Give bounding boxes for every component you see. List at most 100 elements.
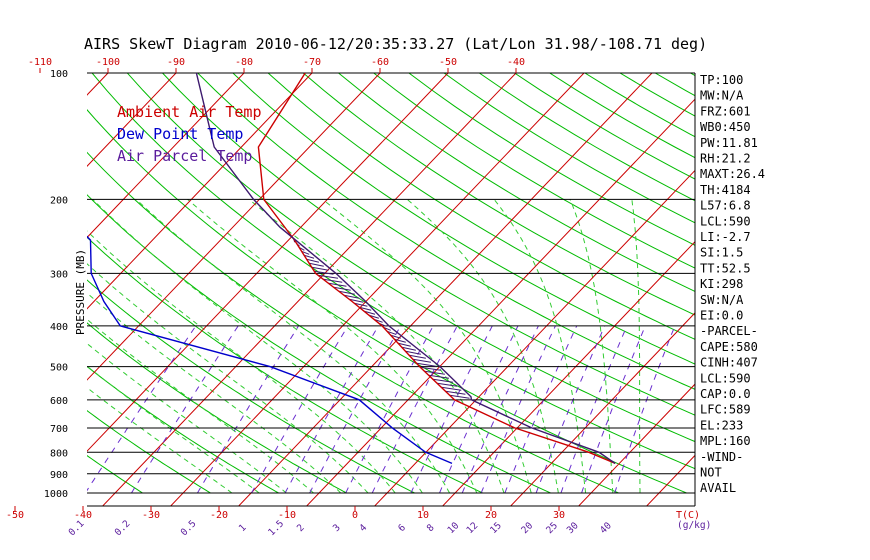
dry-adiabat xyxy=(408,73,695,246)
isotherm xyxy=(169,73,585,506)
isotherm xyxy=(509,312,695,506)
cape-hatch-line xyxy=(317,274,339,279)
cape-hatch-line xyxy=(323,278,343,283)
mixing-ratio-label: 20 xyxy=(519,520,535,536)
mixing-ratio-label: 1.5 xyxy=(266,518,286,538)
isotherm xyxy=(87,73,449,452)
y-axis-label: PRESSURE (MB) xyxy=(74,249,87,335)
dry-adiabat xyxy=(373,73,695,269)
mixing-ratio-line xyxy=(251,325,349,494)
bottom-temp-tick-label: -20 xyxy=(210,510,228,521)
dry-adiabat xyxy=(87,454,143,494)
top-temp-tick-label: -100 xyxy=(96,57,120,68)
cape-hatch-line xyxy=(311,266,329,271)
top-temp-tick-label: -60 xyxy=(371,57,389,68)
dry-adiabat xyxy=(654,73,695,97)
cape-hatch-line xyxy=(338,290,355,295)
dry-adiabat xyxy=(87,194,551,494)
cape-hatch-line xyxy=(349,298,364,303)
stability-index-text: CAPE:580 xyxy=(700,340,758,354)
moist-adiabat xyxy=(322,199,532,494)
mixing-ratio-label: 10 xyxy=(445,520,461,536)
cape-hatch-line xyxy=(428,374,450,379)
stability-index-text: LI:-2.7 xyxy=(700,230,751,244)
dry-adiabat xyxy=(87,410,211,494)
pressure-tick-label: 500 xyxy=(50,363,68,374)
isotherm xyxy=(305,98,695,506)
top-temp-tick-label: -110 xyxy=(28,57,52,68)
stability-index-text: KI:298 xyxy=(700,277,743,291)
cape-hatch-line xyxy=(359,306,372,311)
cape-hatch-line xyxy=(420,366,441,371)
dry-adiabat xyxy=(796,73,870,493)
bottom-axis-unit: T(C) xyxy=(676,510,700,521)
bottom-temp-tick-label: 10 xyxy=(417,510,429,521)
cape-hatch-line xyxy=(301,250,310,255)
mixing-ratio-label: 8 xyxy=(425,522,437,534)
mixing-ratio-label: 4 xyxy=(358,522,370,534)
top-temp-tick-label: -90 xyxy=(167,57,185,68)
cape-hatch-line xyxy=(432,378,454,383)
mixing-ratio-label: 0.2 xyxy=(113,518,133,538)
moist-adiabat xyxy=(406,199,559,494)
mixing-ratio-line xyxy=(560,325,628,494)
dry-adiabat xyxy=(87,109,687,494)
mixing-ratio-line xyxy=(130,325,239,494)
isotherm xyxy=(101,73,517,506)
dry-adiabat xyxy=(87,322,347,494)
stability-index-text: MAXT:26.4 xyxy=(700,167,765,181)
dry-adiabat xyxy=(232,73,695,365)
stability-index-text: LCL:590 xyxy=(700,371,751,385)
stability-index-text: -WIND- xyxy=(700,450,743,464)
cape-hatch-line xyxy=(409,354,426,359)
bottom-temp-tick-label: 0 xyxy=(352,510,358,521)
isotherm xyxy=(87,73,177,167)
stability-index-text: -PARCEL- xyxy=(700,324,758,338)
top-temp-tick-label: -70 xyxy=(303,57,321,68)
pressure-tick-label: 800 xyxy=(50,448,68,459)
isotherm xyxy=(776,73,870,513)
stability-index-text: MPL:160 xyxy=(700,434,751,448)
mixing-ratio-label: 0.1 xyxy=(67,518,87,538)
ambient-temp-line xyxy=(257,73,616,465)
stability-index-text: PW:11.81 xyxy=(700,136,758,150)
isotherm xyxy=(87,73,245,239)
top-temp-tick-label: -50 xyxy=(439,57,457,68)
legend-entry: Air Parcel Temp xyxy=(117,147,252,165)
stability-index-text: EI:0.0 xyxy=(700,309,743,323)
dewpoint-line xyxy=(87,235,453,465)
cape-hatch-line xyxy=(416,362,436,367)
top-temp-tick-label: -80 xyxy=(235,57,253,68)
dry-adiabat xyxy=(162,73,695,416)
stability-index-text: SI:1.5 xyxy=(700,246,743,260)
stability-index-text: TT:52.5 xyxy=(700,261,751,275)
pressure-tick-label: 900 xyxy=(50,470,68,481)
moist-adiabat xyxy=(87,365,260,494)
isotherm xyxy=(373,169,695,506)
cape-hatch-line xyxy=(424,370,445,375)
cape-hatch-line xyxy=(398,342,411,347)
cape-hatch-line xyxy=(445,390,466,395)
bottom-temp-tick-label: -50 xyxy=(6,510,24,521)
stability-index-text: TH:4184 xyxy=(700,183,751,197)
mixing-ratio-label: 0.5 xyxy=(179,518,199,538)
mixing-ratio-label: 12 xyxy=(464,520,480,536)
parcel-temp-line xyxy=(195,73,616,464)
isotherm xyxy=(237,73,653,506)
cape-hatch-line xyxy=(394,338,406,343)
dry-adiabat xyxy=(87,279,415,494)
bottom-temp-tick-label: 20 xyxy=(485,510,497,521)
isotherm xyxy=(0,73,40,513)
cape-hatch-line xyxy=(314,270,334,275)
moist-adiabat xyxy=(87,342,287,494)
isotherm xyxy=(87,73,381,381)
cape-hatch-line xyxy=(364,310,376,315)
stability-index-text: CAP:0.0 xyxy=(700,387,751,401)
mixing-ratio-label: 25 xyxy=(544,520,560,536)
dry-adiabat xyxy=(514,73,695,180)
stability-index-text: EL:233 xyxy=(700,418,743,432)
stability-index-text: SW:N/A xyxy=(700,293,744,307)
cape-hatch-line xyxy=(401,346,416,351)
dry-adiabat xyxy=(267,73,695,340)
